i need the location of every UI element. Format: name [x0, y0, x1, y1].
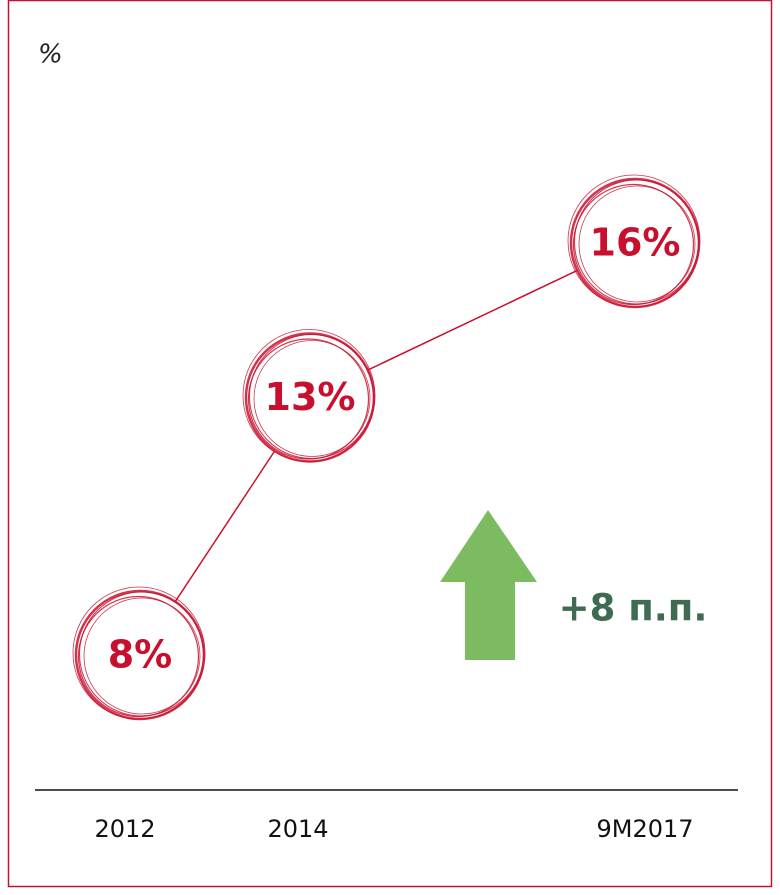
data-label: 13% — [265, 375, 356, 419]
x-tick-label: 9M2017 — [596, 815, 693, 843]
marker-ring — [578, 185, 696, 303]
marker-ring — [83, 597, 201, 715]
frame — [7, 0, 773, 888]
x-tick-label: 2012 — [94, 815, 155, 843]
data-label: 16% — [590, 221, 681, 265]
marker — [72, 586, 206, 721]
marker-fill — [76, 591, 204, 719]
marker — [242, 329, 376, 463]
marker-fill — [246, 333, 374, 462]
marker-fill — [571, 179, 699, 307]
marker-ring — [247, 338, 370, 460]
marker-ring — [72, 586, 206, 720]
x-tick-label: 2014 — [267, 815, 328, 843]
marker-ring — [572, 183, 695, 306]
marker — [567, 174, 701, 309]
data-label: 8% — [108, 633, 173, 677]
arrow — [440, 510, 537, 660]
unit-label: % — [38, 40, 63, 70]
marker-ring — [242, 329, 376, 462]
marker-ring — [77, 595, 200, 718]
marker-ring — [253, 340, 371, 457]
marker-ring — [567, 174, 701, 308]
annotation: +8 п.п. — [559, 587, 708, 630]
